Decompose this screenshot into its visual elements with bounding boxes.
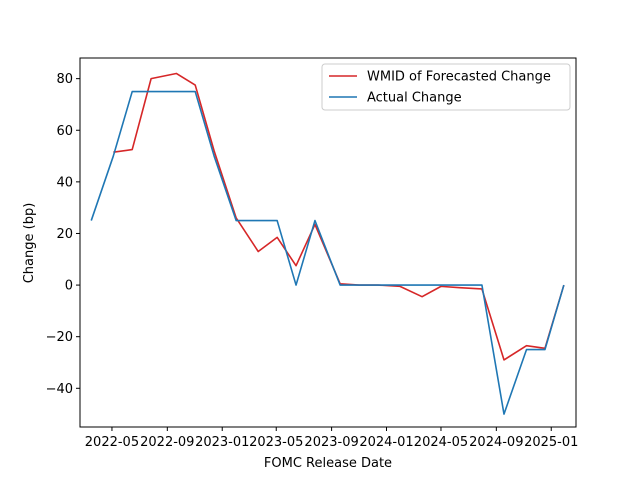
series-line-1 (90, 90, 565, 415)
y-tick-label: −40 (46, 382, 73, 397)
x-tick-label: 2023-09 (304, 435, 358, 450)
legend-box (321, 63, 571, 111)
x-axis-label: FOMC Release Date (264, 456, 392, 471)
legend-label-0: WMID of Forecasted Change (367, 70, 551, 85)
plot-frame (79, 57, 577, 428)
x-tick-label: 2024-09 (469, 435, 523, 450)
legend-label-1: Actual Change (367, 91, 462, 106)
x-tick-label: 2023-05 (249, 435, 303, 450)
x-tick-label: 2024-01 (359, 435, 413, 450)
x-tick-label: 2023-01 (195, 435, 249, 450)
y-tick-label: 60 (56, 124, 73, 139)
y-tick-label: 0 (65, 279, 73, 294)
x-tick-label: 2024-05 (414, 435, 468, 450)
x-tick-label: 2022-09 (140, 435, 194, 450)
x-tick-label: 2025-01 (524, 435, 578, 450)
y-tick-label: 40 (56, 175, 73, 190)
y-axis-ticks: −40 −20 0 20 40 60 80 (46, 72, 80, 397)
x-tick-label: 2022-05 (85, 435, 139, 450)
legend: WMID of Forecasted Change Actual Change (321, 63, 571, 111)
x-axis-ticks: 2022-05 2022-09 2023-01 2023-05 2023-09 2024-… (85, 427, 578, 450)
y-axis-label: Change (bp) (22, 203, 37, 284)
y-tick-label: −20 (46, 330, 73, 345)
series-lines (90, 72, 565, 415)
y-tick-label: 20 (56, 227, 73, 242)
y-tick-label: 80 (56, 72, 73, 87)
